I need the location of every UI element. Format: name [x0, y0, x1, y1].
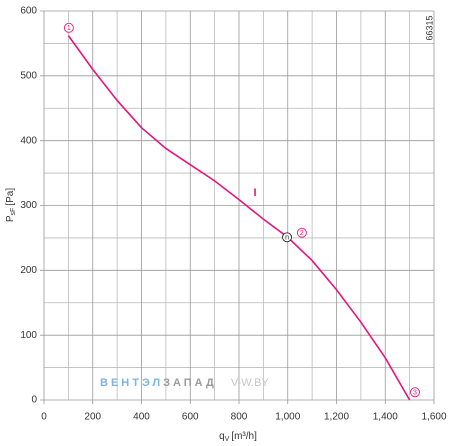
x-axis-label: qV [m³/h]	[219, 431, 257, 443]
point-label: n	[285, 235, 289, 242]
x-tick-label: 400	[133, 412, 150, 423]
x-label-sub: V	[225, 436, 230, 443]
y-tick-label: 500	[20, 70, 37, 81]
y-label-unit: [Pa]	[5, 188, 16, 206]
x-tick-label: 1,000	[275, 412, 300, 423]
operating-point	[282, 232, 292, 243]
x-tick-label: 1,600	[421, 412, 446, 423]
y-tick-label: 200	[20, 265, 37, 276]
watermark-b: ЗАПАД	[163, 377, 217, 389]
grid	[40, 10, 435, 404]
curve	[67, 35, 411, 401]
operating-point	[296, 227, 307, 238]
x-tick-label: 800	[231, 412, 248, 423]
x-tick-label: 200	[84, 412, 101, 423]
operating-point	[63, 22, 74, 33]
y-tick-label: 100	[20, 330, 37, 341]
point-label: 1	[67, 25, 71, 32]
x-tick-label: 1,200	[324, 412, 349, 423]
point-label: 2	[300, 230, 304, 237]
id-label: 66315	[424, 15, 434, 40]
annotation: I	[254, 187, 257, 199]
y-tick-label: 0	[31, 395, 37, 406]
y-label-sub: sF	[10, 208, 17, 216]
watermark: ВЕНТЭЛЗАПАД V-W.BY	[100, 377, 269, 389]
x-label-main: q	[219, 431, 225, 442]
y-tick-label: 600	[20, 6, 37, 17]
y-label-main: P	[5, 215, 16, 222]
point-label: 3	[413, 390, 417, 397]
y-tick-label: 300	[20, 200, 37, 211]
watermark-c: V-W.BY	[231, 377, 270, 389]
operating-point	[410, 387, 420, 398]
x-tick-label: 0	[41, 412, 47, 423]
y-tick-label: 400	[20, 135, 37, 146]
x-tick-label: 600	[182, 412, 199, 423]
y-axis-label: PsF [Pa]	[5, 188, 17, 222]
x-label-unit: [m³/h]	[231, 431, 257, 442]
watermark-a: ВЕНТЭЛ	[100, 377, 163, 389]
x-tick-label: 1,400	[373, 412, 398, 423]
